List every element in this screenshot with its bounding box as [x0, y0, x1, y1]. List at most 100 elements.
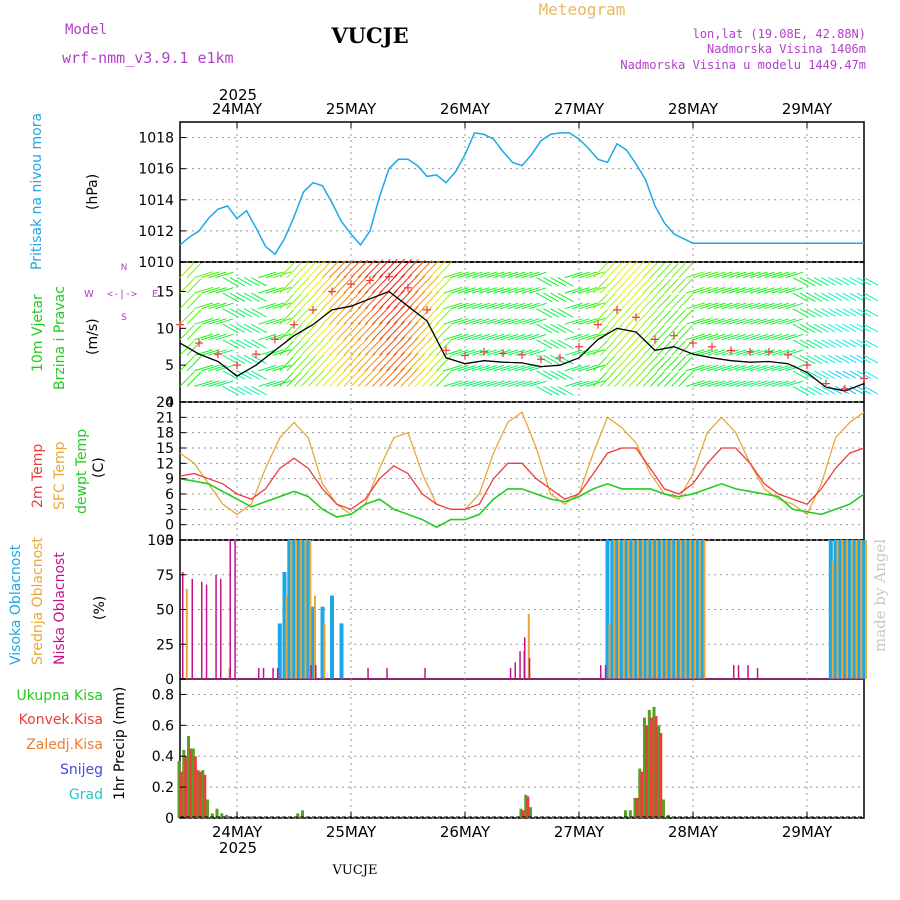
- wind-barb: [728, 287, 747, 294]
- wind-barb: [685, 318, 705, 325]
- wind-barb: [621, 339, 638, 356]
- wind-barb: [486, 302, 505, 310]
- wind-barb: [322, 276, 340, 294]
- wind-barb: [450, 380, 469, 387]
- wind-unit: (m/s): [85, 318, 101, 355]
- wind-barb: [429, 276, 446, 294]
- wind-barb: [336, 306, 354, 325]
- gust-marker: [613, 305, 621, 314]
- compass-n: N: [121, 263, 128, 273]
- wind-barb: [536, 277, 553, 287]
- wind-barb: [564, 318, 583, 325]
- wind-barb: [543, 339, 560, 349]
- wind-barb: [350, 337, 369, 356]
- wind-barb: [635, 370, 652, 387]
- gust-marker: [822, 379, 830, 388]
- wind-barb: [364, 368, 384, 387]
- wind-barb: [514, 349, 533, 356]
- wind-barb: [364, 259, 384, 278]
- gust-marker: [480, 347, 488, 356]
- wind-barb: [657, 263, 672, 278]
- gust-marker: [708, 342, 716, 351]
- wind-barb: [251, 370, 268, 380]
- wind-barb: [258, 318, 276, 325]
- cloud-bar: [733, 665, 735, 679]
- wind-barb: [386, 305, 406, 325]
- wind-barb: [315, 354, 332, 372]
- cloud-bar: [667, 540, 672, 679]
- wind-barb: [813, 323, 829, 333]
- cloud-mid-label: Srednja Oblacnost: [30, 537, 46, 665]
- cloud-bar: [323, 623, 326, 679]
- compass-arrows: <-|->: [107, 289, 137, 300]
- wind-barb: [764, 318, 782, 325]
- wind-barb: [821, 385, 836, 395]
- wind-barb: [500, 302, 519, 310]
- wind-barb: [671, 309, 686, 325]
- wind-barb: [699, 333, 719, 341]
- cloud-bar: [657, 540, 662, 679]
- cloud-bar: [662, 540, 667, 679]
- wind-barb: [813, 370, 829, 380]
- wind-barb: [372, 321, 391, 341]
- wind-barb: [379, 367, 398, 387]
- wind-barb: [571, 302, 590, 310]
- wind-barb: [564, 349, 583, 356]
- wind-barb: [186, 309, 202, 325]
- wind-barb: [343, 337, 362, 356]
- wind-barb: [550, 308, 567, 318]
- wind-barb: [635, 277, 652, 294]
- cloud-bar: [605, 540, 610, 679]
- wind-barb: [265, 318, 284, 325]
- wind-barb: [649, 262, 665, 278]
- wind-barb: [379, 321, 398, 341]
- wind-barb: [707, 380, 726, 387]
- wind-barb: [771, 333, 790, 341]
- wind-barb: [307, 292, 324, 310]
- wind-barb: [849, 370, 864, 379]
- wind-barb: [828, 323, 843, 333]
- wind-barb: [764, 333, 782, 341]
- wind-barb: [778, 287, 797, 294]
- wind-barb: [550, 339, 567, 349]
- wind-barb: [208, 271, 227, 279]
- wind-barb: [592, 309, 608, 325]
- wind-barb: [329, 306, 347, 325]
- wind-barb: [457, 302, 476, 310]
- wind-barb: [749, 349, 768, 356]
- wind-barb: [607, 339, 623, 356]
- wind-barb: [664, 294, 679, 310]
- cloud-bar: [747, 665, 749, 679]
- wind-barb: [728, 302, 747, 310]
- ytick-label: 0.2: [152, 780, 174, 796]
- precip-bar: [647, 709, 651, 818]
- wind-barb: [806, 339, 823, 349]
- wind-barb: [479, 287, 497, 294]
- wind-barb: [714, 271, 733, 279]
- wind-barb: [749, 380, 768, 387]
- wind-barb: [564, 380, 583, 387]
- wind-barb: [707, 271, 726, 279]
- wind-barb: [849, 385, 864, 395]
- gust-marker: [651, 335, 659, 344]
- wind-barb: [286, 277, 302, 294]
- wind-barb: [707, 318, 726, 325]
- wind-barb: [357, 259, 376, 278]
- cloud-bar: [191, 578, 193, 679]
- wind-barb: [649, 356, 665, 372]
- wind-barb: [194, 364, 214, 372]
- wind-barb: [557, 323, 574, 334]
- precip-bar: [643, 717, 646, 818]
- wind-barb: [714, 380, 733, 387]
- wind-barb: [421, 338, 439, 356]
- cloud-bar: [641, 540, 644, 679]
- wind-barb: [479, 318, 497, 325]
- gust-marker: [176, 320, 184, 329]
- wind-barb: [813, 354, 829, 364]
- wind-barb: [443, 380, 463, 387]
- wind-barb: [756, 333, 775, 341]
- wind-barb: [707, 333, 726, 341]
- wind-barb: [265, 349, 284, 356]
- wind-barb: [300, 323, 317, 341]
- wind-barb: [642, 308, 659, 325]
